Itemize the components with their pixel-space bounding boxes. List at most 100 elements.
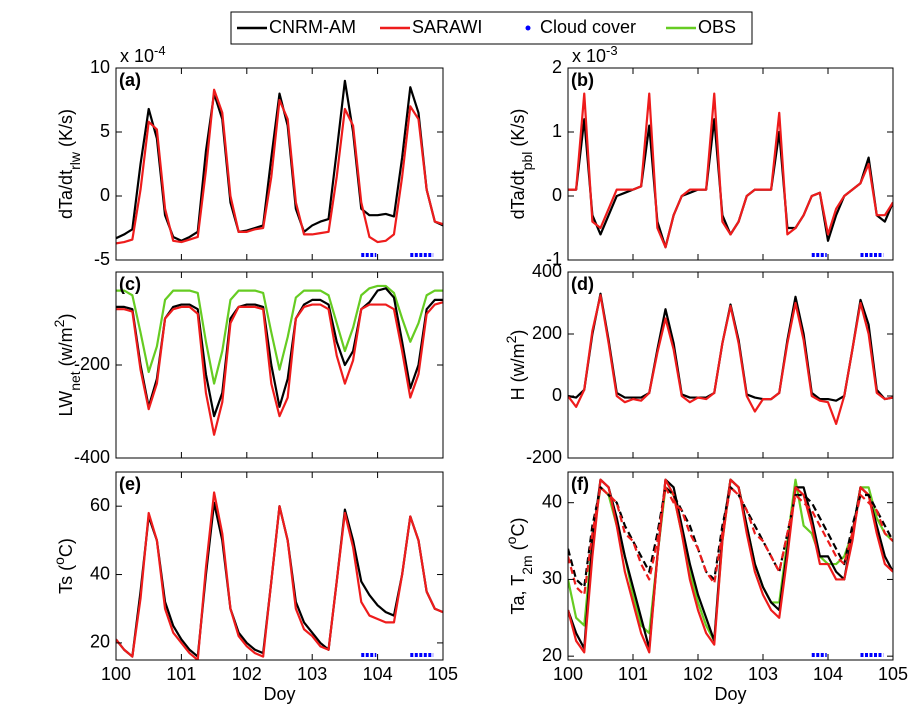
axes-frame — [115, 471, 444, 661]
y-label-part: o — [51, 557, 67, 565]
series-line — [568, 292, 893, 402]
plot-area — [116, 491, 443, 660]
y-tick-label: 20 — [90, 632, 110, 652]
y-tick-label: -400 — [74, 447, 110, 467]
plot-area — [568, 92, 893, 257]
y-label-part: ) — [56, 314, 76, 320]
y-label-part: dTa/dt — [56, 170, 76, 219]
y-tick-label: 20 — [542, 645, 562, 665]
x-tick-label: 101 — [618, 664, 648, 684]
y-tick-label: 30 — [542, 568, 562, 588]
y-tick-label: 60 — [90, 495, 110, 515]
x-tick-label: 102 — [232, 664, 262, 684]
y-label-part: C) — [508, 518, 528, 537]
y-tick-label: -200 — [74, 354, 110, 374]
y-label-part: net — [67, 371, 83, 391]
axes-frame — [567, 471, 894, 661]
panel-label: (c) — [119, 274, 141, 294]
y-tick-label: 0 — [552, 185, 562, 205]
axes-frame — [115, 67, 444, 261]
series-line — [568, 92, 893, 249]
y-label-part: (K/s) — [56, 109, 76, 152]
y-label-part: o — [503, 536, 519, 544]
x-tick-label: 103 — [297, 664, 327, 684]
x-tick-label: 105 — [878, 664, 908, 684]
y-label-part: 2 — [503, 335, 519, 343]
plot-area — [116, 79, 443, 257]
axes-frame — [567, 67, 894, 261]
y-label-part: C) — [56, 538, 76, 557]
y-label-part: LW — [56, 391, 76, 417]
y-label-part: 2 — [51, 319, 67, 327]
y-axis-label: H (w/m2) — [503, 330, 528, 401]
legend-label: SARAWI — [412, 17, 482, 37]
y-label-part: dTa/dt — [508, 170, 528, 219]
y-tick-label: 0 — [100, 185, 110, 205]
y-tick-label: 1 — [552, 121, 562, 141]
y-label-part: Ts ( — [56, 565, 76, 594]
series-line — [116, 287, 443, 418]
legend-label: Cloud cover — [540, 17, 636, 37]
x-tick-label: 104 — [363, 664, 393, 684]
y-tick-label: 10 — [90, 57, 110, 77]
x-tick-label: 100 — [553, 664, 583, 684]
y-tick-label: -200 — [526, 447, 562, 467]
y-axis-label: Ts (oC) — [51, 538, 76, 594]
y-label-part: pbl — [519, 152, 535, 171]
y-axis-label: dTa/dtpbl (K/s) — [508, 109, 535, 220]
y-label-part: (K/s) — [508, 109, 528, 152]
y-label-part: ( — [508, 544, 528, 555]
series-line — [116, 491, 443, 660]
y-tick-label: 5 — [100, 121, 110, 141]
y-axis-label: Ta, T2m (oC) — [503, 518, 535, 615]
y-tick-label: 40 — [90, 563, 110, 583]
plot-area — [568, 478, 893, 657]
axis-multiplier: x 10-4 — [120, 43, 166, 67]
y-tick-label: 0 — [552, 385, 562, 405]
series-line — [568, 486, 893, 589]
y-label-part: (w/m — [56, 327, 76, 371]
x-tick-label: 100 — [101, 664, 131, 684]
legend-label: CNRM-AM — [269, 17, 356, 37]
y-tick-label: -5 — [94, 249, 110, 269]
x-axis-label: Doy — [263, 684, 295, 704]
y-tick-label: 200 — [532, 323, 562, 343]
x-tick-label: 101 — [166, 664, 196, 684]
x-tick-label: 105 — [428, 664, 458, 684]
y-axis-label: dTa/dtrlw (K/s) — [56, 109, 83, 219]
x-tick-label: 104 — [813, 664, 843, 684]
multiplier-exponent: -3 — [606, 43, 618, 58]
series-line — [116, 284, 443, 385]
x-axis-label: Doy — [714, 684, 746, 704]
series-line — [116, 501, 443, 658]
y-tick-label: 40 — [542, 491, 562, 511]
y-label-part: rlw — [67, 151, 83, 170]
y-tick-label: 2 — [552, 57, 562, 77]
panel-label: (a) — [119, 70, 141, 90]
axes-frame — [567, 271, 894, 459]
series-line — [568, 294, 893, 425]
y-tick-label: -1 — [546, 249, 562, 269]
y-tick-label: 400 — [532, 261, 562, 281]
y-label-part: H (w/m — [508, 343, 528, 400]
multiplier-base: x 10 — [120, 46, 154, 66]
legend-box — [230, 11, 753, 45]
panel-label: (f) — [571, 474, 589, 494]
series-line — [116, 88, 443, 245]
multiplier-exponent: -4 — [154, 43, 166, 58]
series-line — [568, 478, 893, 654]
series-line — [116, 301, 443, 436]
x-tick-label: 103 — [748, 664, 778, 684]
series-line — [568, 118, 893, 249]
legend-marker — [525, 25, 531, 31]
multiplier-base: x 10 — [572, 46, 606, 66]
plot-area — [568, 292, 893, 425]
axis-multiplier: x 10-3 — [572, 43, 618, 67]
panel-label: (b) — [571, 70, 594, 90]
y-label-part: ) — [508, 330, 528, 336]
plot-area — [116, 284, 443, 436]
panel-label: (e) — [119, 474, 141, 494]
panel-label: (d) — [571, 274, 594, 294]
y-label-part: Ta, T — [508, 575, 528, 615]
